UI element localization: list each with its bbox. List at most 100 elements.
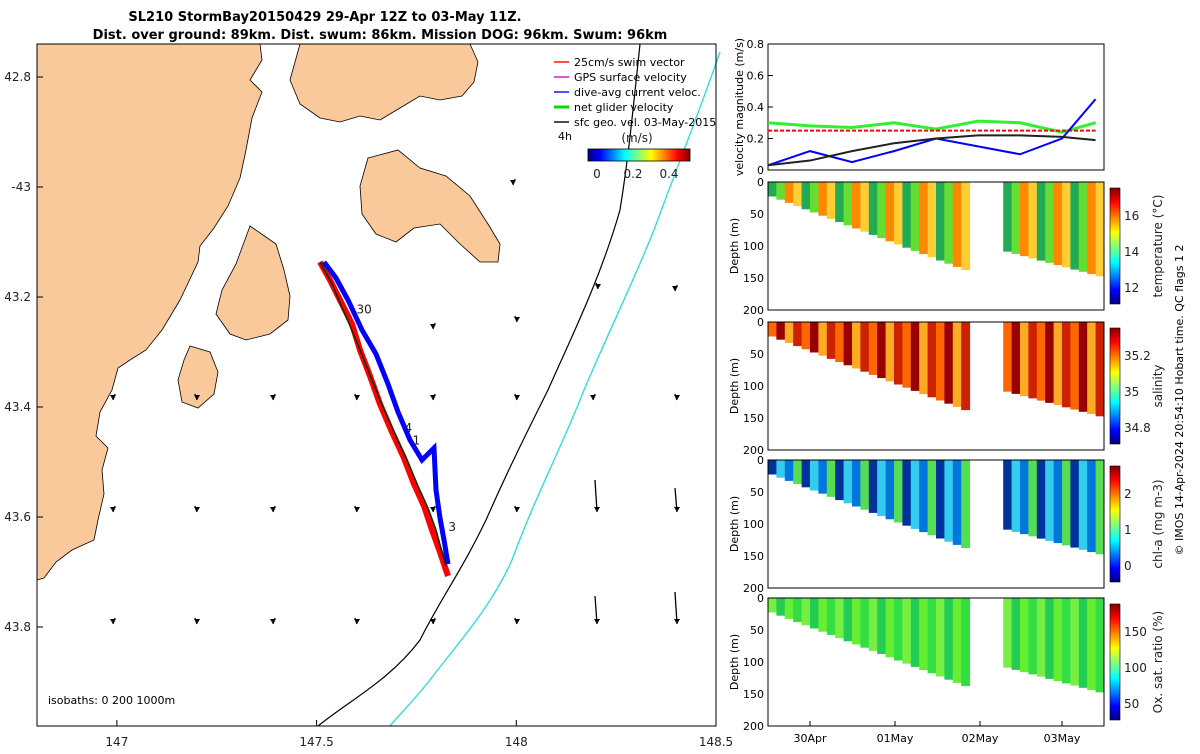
land-northeast: [289, 43, 479, 123]
section-ytick-label: 100: [743, 380, 764, 393]
velocity-arrow: [674, 591, 678, 625]
section-cell: [1078, 322, 1088, 412]
section-cell: [784, 460, 794, 481]
section-cell: [818, 598, 828, 632]
section-cell: [944, 598, 954, 680]
section-cell: [952, 322, 962, 407]
isobath-1000m: [389, 51, 721, 727]
section-cell: [885, 598, 895, 658]
section-colorbar-tick: 1: [1124, 523, 1132, 537]
section-cell: [860, 182, 870, 232]
map-ytick-label: 43.8: [4, 620, 31, 634]
section-cell: [826, 598, 836, 635]
colorbar-title: (m/s): [621, 131, 652, 145]
colorbar-tick: 0: [593, 167, 601, 181]
section-cell: [852, 598, 861, 645]
section-cell: [1095, 182, 1105, 277]
velocity-arrow-head: [354, 507, 360, 512]
section-cell: [1087, 460, 1097, 553]
section-cell: [1020, 322, 1029, 397]
section-cell: [1078, 460, 1088, 550]
section-cell: [784, 322, 794, 343]
section-ytick-label: 150: [743, 550, 764, 563]
section-cell: [927, 322, 937, 398]
time-tick-label: 30Apr: [793, 732, 827, 745]
section-cell: [776, 598, 786, 616]
section-cell: [1070, 322, 1080, 410]
track-label: 30: [357, 303, 372, 317]
section-cell: [936, 182, 945, 261]
velocity-arrow-head: [270, 395, 276, 400]
velocity-ylabel: velocity magnitude (m/s): [733, 38, 746, 176]
section-cell: [1095, 460, 1105, 555]
section-colorbar-tick: 16: [1124, 209, 1139, 223]
glider-track: [317, 260, 451, 577]
velocity-frame: [767, 43, 1105, 171]
section-cell: [768, 322, 777, 337]
section-cell: [919, 322, 929, 395]
section-ylabel: Depth (m): [728, 358, 741, 414]
section-colorbar: [1109, 465, 1121, 583]
section-colorbar-tick: 35: [1124, 385, 1139, 399]
section-cell: [961, 460, 971, 549]
section-cell: [1095, 322, 1105, 417]
section-cell: [1020, 598, 1029, 673]
section-colorbar-tick: 0: [1124, 559, 1132, 573]
colorbar-tick: 0.2: [623, 167, 642, 181]
velocity-series-line: [767, 134, 1096, 167]
dive-avg-current-trail: [322, 260, 451, 565]
section-cell: [944, 322, 954, 404]
isobaths: [317, 43, 721, 727]
depth-section-0: 0 50 100 150 200 Depth (m) 12 14 16 temperature (…: [728, 176, 1165, 317]
velocity-arrow-head: [514, 619, 520, 624]
time-axis-ticks: 30Apr 01May 02May 03May: [793, 721, 1081, 745]
section-cell: [1045, 598, 1055, 679]
section-ytick-label: 50: [750, 486, 764, 499]
section-cell: [877, 598, 887, 655]
section-cell: [1095, 598, 1105, 693]
section-cell: [852, 460, 861, 507]
section-cell: [1087, 182, 1097, 275]
section-ytick-label: 100: [743, 656, 764, 669]
section-colorbar-tick: 150: [1124, 625, 1147, 639]
section-colorbar: [1109, 327, 1121, 445]
velocity-ytick-label: 0.6: [747, 70, 765, 83]
map-panel: 30 41 3 147 147.5 148 148.5 42.8 -43 43.2 43.4 43…: [4, 43, 733, 749]
section-cell: [936, 460, 945, 539]
map-ytick-label: 42.8: [4, 70, 31, 84]
section-ytick-label: 0: [757, 592, 764, 605]
section-cell: [1036, 182, 1046, 261]
section-cell: [860, 598, 870, 648]
section-cell: [835, 598, 845, 639]
velocity-arrow-head: [194, 395, 200, 400]
section-cell: [776, 322, 786, 340]
section-ytick-label: 200: [743, 304, 764, 317]
velocity-arrow-head: [594, 507, 600, 512]
section-cell: [810, 322, 819, 353]
colorbar-tick: 0.4: [659, 167, 678, 181]
section-cell: [1036, 460, 1046, 539]
velocity-arrow-head: [594, 619, 600, 624]
section-cell: [818, 182, 828, 216]
section-cell: [852, 182, 861, 229]
section-cell: [1028, 598, 1038, 675]
velocity-series: [767, 98, 1097, 167]
section-cell: [768, 460, 777, 475]
velocity-arrow-head: [430, 395, 436, 400]
map-xtick-label: 148: [505, 735, 528, 749]
section-cell: [1020, 182, 1029, 257]
section-cell: [894, 598, 903, 661]
section-colorbar-tick: 50: [1124, 697, 1139, 711]
map-lon-ticks: 147 147.5 148 148.5: [105, 720, 733, 749]
section-cell: [902, 322, 912, 388]
section-cell: [885, 460, 895, 520]
velocity-arrow-head: [590, 395, 596, 400]
land-tasmania: [36, 43, 263, 581]
section-cell: [1062, 182, 1071, 268]
section-cell: [793, 598, 803, 623]
section-cell: [868, 322, 878, 375]
velocity-arrow-head: [194, 507, 200, 512]
section-cell: [885, 322, 895, 382]
